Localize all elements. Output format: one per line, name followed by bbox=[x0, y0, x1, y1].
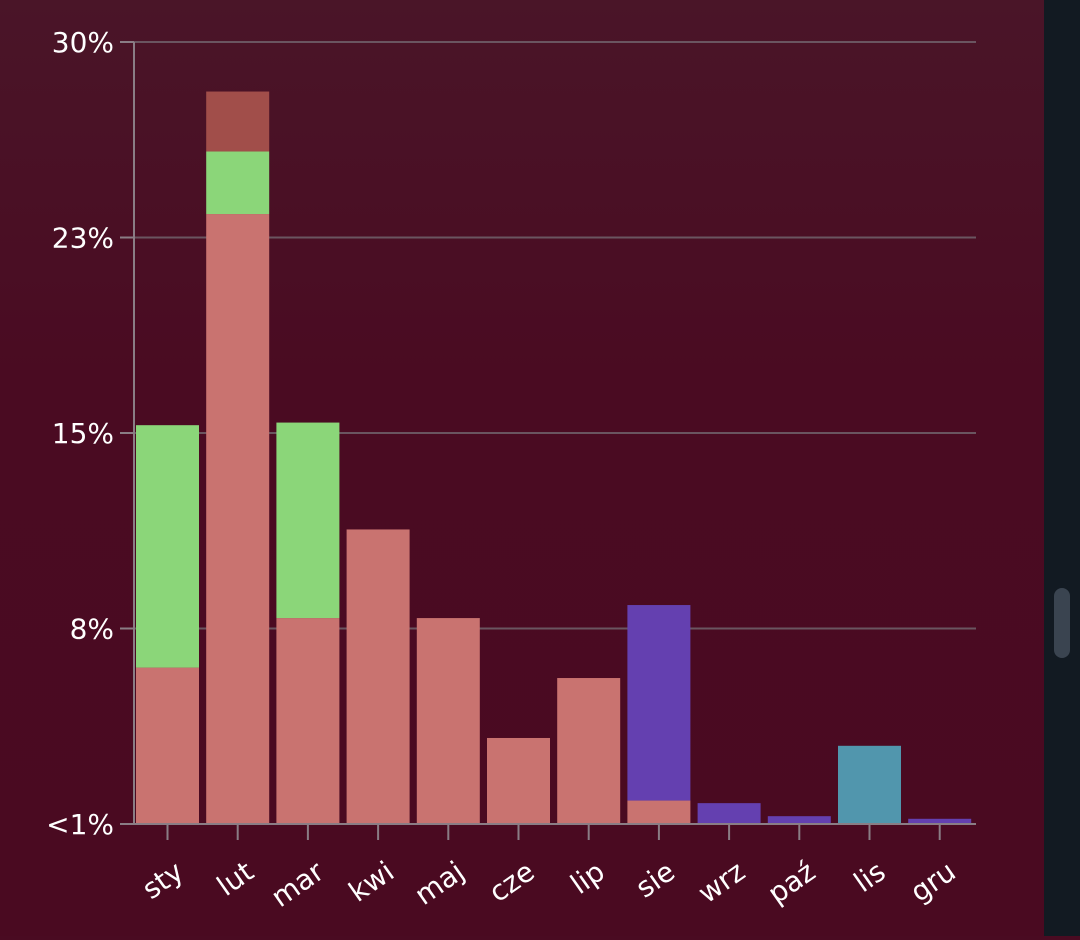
x-tick-label-sie: sie bbox=[630, 855, 681, 905]
x-tick-label-cze: cze bbox=[483, 855, 541, 909]
bar-sie-series-0 bbox=[627, 800, 691, 824]
y-tick-label-2: 15% bbox=[52, 417, 114, 450]
x-tick-label-mar: mar bbox=[265, 854, 330, 913]
x-tick-label-gru: gru bbox=[904, 855, 961, 909]
bar-mar-series-0 bbox=[276, 618, 340, 824]
x-tick-label-kwi: kwi bbox=[343, 855, 400, 909]
bar-kwi-series-0 bbox=[346, 529, 410, 824]
bar-maj-series-0 bbox=[416, 618, 480, 824]
stacked-bar-chart: <1% 8% 15% 23% 30% sty lut mar kwi maj cze lip sie wr… bbox=[46, 26, 976, 914]
x-tick-label-maj: maj bbox=[409, 855, 471, 912]
bar-gru-series-3 bbox=[908, 818, 972, 824]
axes bbox=[120, 41, 976, 840]
x-tick-label-wrz: wrz bbox=[692, 855, 751, 910]
bar-paź-series-3 bbox=[767, 816, 831, 824]
bar-lip-series-0 bbox=[557, 678, 621, 824]
bars bbox=[136, 91, 972, 825]
bar-wrz-series-3 bbox=[697, 803, 761, 824]
y-tick-label-3: 23% bbox=[52, 222, 114, 255]
bar-cze-series-0 bbox=[487, 737, 550, 824]
bar-lut-series-2 bbox=[206, 91, 270, 152]
bar-sty-series-1 bbox=[136, 425, 199, 668]
bar-lut-series-1 bbox=[206, 151, 270, 215]
y-tick-label-4: 30% bbox=[52, 26, 114, 59]
x-tick-label-sty: sty bbox=[136, 855, 189, 906]
bar-lis-series-4 bbox=[838, 745, 901, 824]
bar-sie-series-3 bbox=[627, 605, 691, 801]
y-tick-label-0: <1% bbox=[46, 808, 114, 841]
bar-sty-series-0 bbox=[136, 667, 199, 824]
chart-area: <1% 8% 15% 23% 30% sty lut mar kwi maj cze lip sie wr… bbox=[46, 26, 976, 914]
y-tick-label-1: 8% bbox=[70, 613, 114, 646]
scrollbar-track[interactable] bbox=[1044, 0, 1080, 936]
bar-mar-series-1 bbox=[276, 422, 340, 619]
x-tick-label-lut: lut bbox=[211, 855, 260, 903]
bar-lut-series-0 bbox=[206, 214, 270, 825]
grid-lines bbox=[134, 41, 976, 630]
scrollbar-thumb[interactable] bbox=[1054, 588, 1070, 658]
x-tick-label-lip: lip bbox=[564, 855, 610, 901]
x-tick-label-lis: lis bbox=[848, 855, 892, 899]
x-tick-label-paź: paź bbox=[762, 855, 822, 911]
